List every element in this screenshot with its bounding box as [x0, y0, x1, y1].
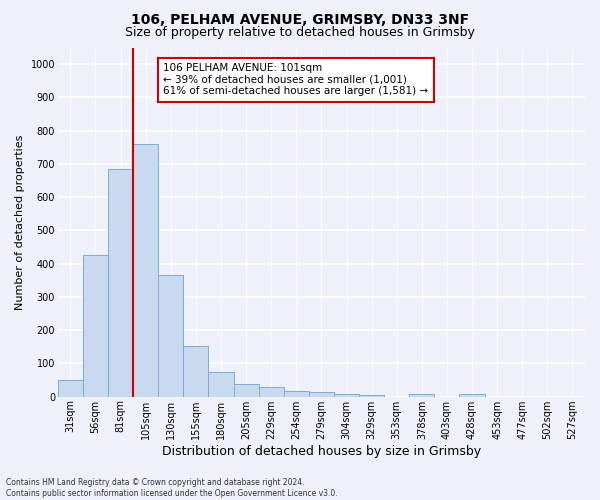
Text: 106 PELHAM AVENUE: 101sqm
← 39% of detached houses are smaller (1,001)
61% of se: 106 PELHAM AVENUE: 101sqm ← 39% of detac… [163, 63, 428, 96]
Bar [334, 394, 359, 396]
Bar [184, 346, 208, 397]
Text: Size of property relative to detached houses in Grimsby: Size of property relative to detached ho… [125, 26, 475, 39]
Bar [133, 144, 158, 397]
Bar [83, 256, 108, 396]
Text: Contains HM Land Registry data © Crown copyright and database right 2024.
Contai: Contains HM Land Registry data © Crown c… [6, 478, 338, 498]
Bar [259, 388, 284, 396]
Bar [208, 372, 233, 396]
X-axis label: Distribution of detached houses by size in Grimsby: Distribution of detached houses by size … [162, 444, 481, 458]
Bar [409, 394, 434, 396]
Bar [284, 392, 309, 396]
Bar [108, 169, 133, 396]
Bar [460, 394, 485, 396]
Bar [58, 380, 83, 396]
Bar [158, 276, 184, 396]
Bar [359, 395, 384, 396]
Bar [233, 384, 259, 396]
Y-axis label: Number of detached properties: Number of detached properties [15, 134, 25, 310]
Text: 106, PELHAM AVENUE, GRIMSBY, DN33 3NF: 106, PELHAM AVENUE, GRIMSBY, DN33 3NF [131, 12, 469, 26]
Bar [309, 392, 334, 396]
